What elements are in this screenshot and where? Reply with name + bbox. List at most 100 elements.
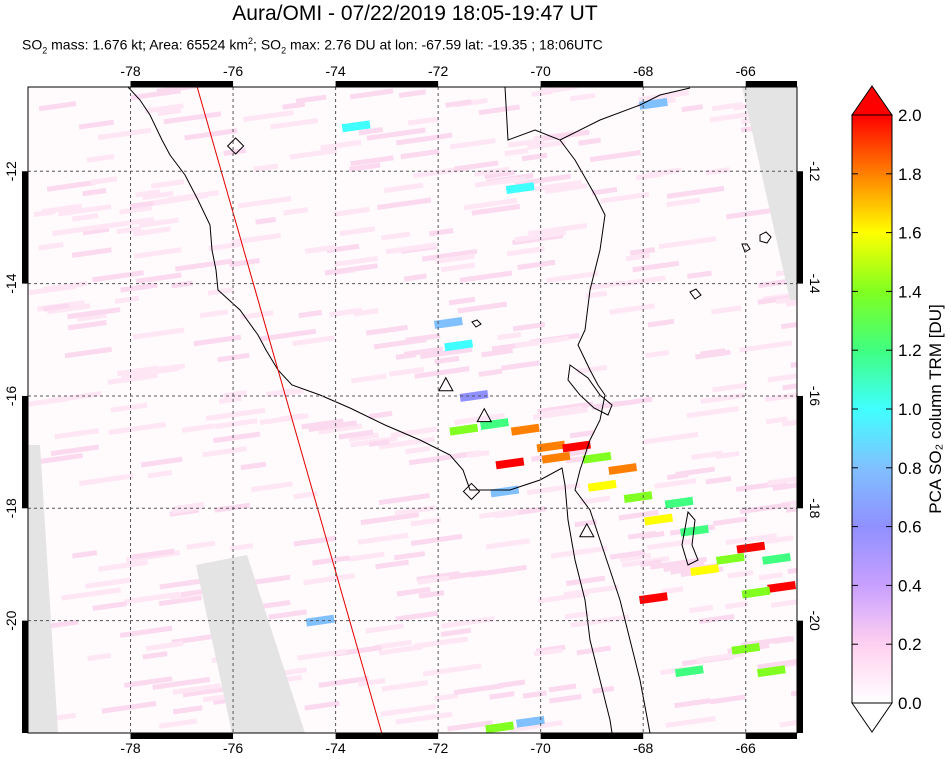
background-streak (253, 163, 279, 172)
background-streak (647, 167, 682, 178)
background-streak (349, 88, 394, 100)
colorbar-label: PCA SO₂ column TRM [DU] (926, 304, 945, 513)
so2-pixel (644, 513, 674, 526)
background-streak (147, 470, 173, 479)
so2-pixel-layer (305, 97, 797, 733)
background-streak (298, 309, 323, 319)
background-streak (594, 396, 653, 410)
background-streak (403, 346, 443, 357)
background-streak (725, 533, 777, 546)
background-streak (326, 243, 360, 254)
x-tick-label-top: -68 (633, 63, 653, 79)
background-streak (537, 405, 583, 417)
background-streak (350, 373, 387, 384)
so2-pixel (664, 496, 694, 509)
so2-pixel (587, 479, 617, 492)
volcano-triangle-marker (578, 522, 595, 538)
y-tick-label-left: -18 (3, 498, 19, 518)
colorbar-tick-label: 0.0 (898, 694, 922, 713)
background-streak (549, 694, 582, 704)
background-streak (366, 127, 426, 141)
background-streak (28, 283, 77, 296)
colorbar-tick-label: 1.4 (898, 282, 922, 301)
background-streak (181, 423, 215, 433)
so2-pixel (449, 423, 479, 436)
frame-tick-bar-left (22, 171, 28, 284)
background-streak (489, 691, 515, 700)
chart-title: Aura/OMI - 07/22/2019 18:05-19:47 UT (232, 2, 598, 25)
background-streak (625, 253, 650, 262)
background-streak (230, 543, 254, 552)
background-streak (509, 720, 563, 733)
background-streak (661, 586, 684, 595)
background-streak (218, 395, 242, 404)
frame-tick-bar-top (130, 81, 234, 87)
background-streak (182, 686, 227, 698)
background-streak (48, 391, 102, 404)
background-streak (385, 242, 437, 255)
background-streak (283, 207, 309, 216)
background-streak (410, 533, 463, 546)
background-streak (214, 502, 251, 513)
background-streak (408, 452, 468, 466)
background-streak (142, 651, 168, 660)
y-tick-label-left: -16 (3, 386, 19, 406)
background-streak (691, 450, 724, 460)
background-streak (494, 510, 520, 519)
background-streak (434, 692, 459, 702)
background-streak (453, 160, 499, 172)
frame-tick-bar-bottom (745, 733, 797, 739)
frame-tick-bar-right (797, 171, 803, 284)
no-data-swath-left (28, 445, 58, 733)
background-streak (329, 307, 363, 318)
x-tick-label-bottom: -70 (531, 740, 551, 756)
background-streak (440, 262, 475, 273)
background-streak (259, 413, 309, 426)
background-streak (333, 206, 370, 217)
y-tick-label-right: -20 (807, 611, 823, 631)
background-streak (289, 148, 338, 160)
background-streak (360, 512, 420, 526)
colorbar-ticks: 0.0 0.2 0.4 0.6 0.8 1.0 1.2 1.4 1.6 1.8 2.0 (852, 106, 922, 713)
so2-pixel (715, 552, 745, 565)
background-streak (396, 586, 431, 597)
background-streak (373, 639, 412, 651)
background-streak (585, 290, 608, 299)
background-streak (46, 180, 96, 192)
background-streak (78, 473, 135, 486)
y-tick-label-right: -12 (807, 161, 823, 181)
colorbar-max-arrow (851, 85, 893, 116)
background-streak (312, 555, 350, 566)
background-streak (421, 248, 478, 262)
x-tick-label-top: -76 (223, 63, 243, 79)
background-streak (67, 309, 102, 320)
background-streak (780, 497, 797, 508)
background-streak (303, 573, 355, 586)
background-streak (629, 247, 656, 256)
background-streak (130, 88, 181, 101)
background-streak (534, 180, 582, 192)
background-streak (380, 231, 411, 241)
background-streak (375, 559, 410, 570)
background-streak (64, 346, 113, 359)
background-streak (449, 138, 496, 150)
background-streak (388, 366, 425, 377)
background-streak (368, 410, 393, 420)
so2-pixel (680, 524, 709, 537)
so2-pixel (623, 491, 653, 503)
background-streak (705, 475, 732, 485)
background-streak (715, 450, 740, 460)
background-streak (50, 444, 100, 457)
background-streak (772, 480, 797, 491)
x-tick-label-top: -74 (325, 63, 345, 79)
background-streak (93, 307, 121, 316)
background-streak (123, 676, 173, 688)
x-tick-label-bottom: -68 (633, 740, 653, 756)
background-streak (527, 139, 566, 150)
background-streak (380, 704, 437, 717)
so2-pixel (741, 586, 771, 599)
so2-pixel (736, 541, 766, 554)
background-streak (150, 179, 185, 189)
background-streak (47, 303, 91, 315)
background-streak (645, 349, 670, 359)
